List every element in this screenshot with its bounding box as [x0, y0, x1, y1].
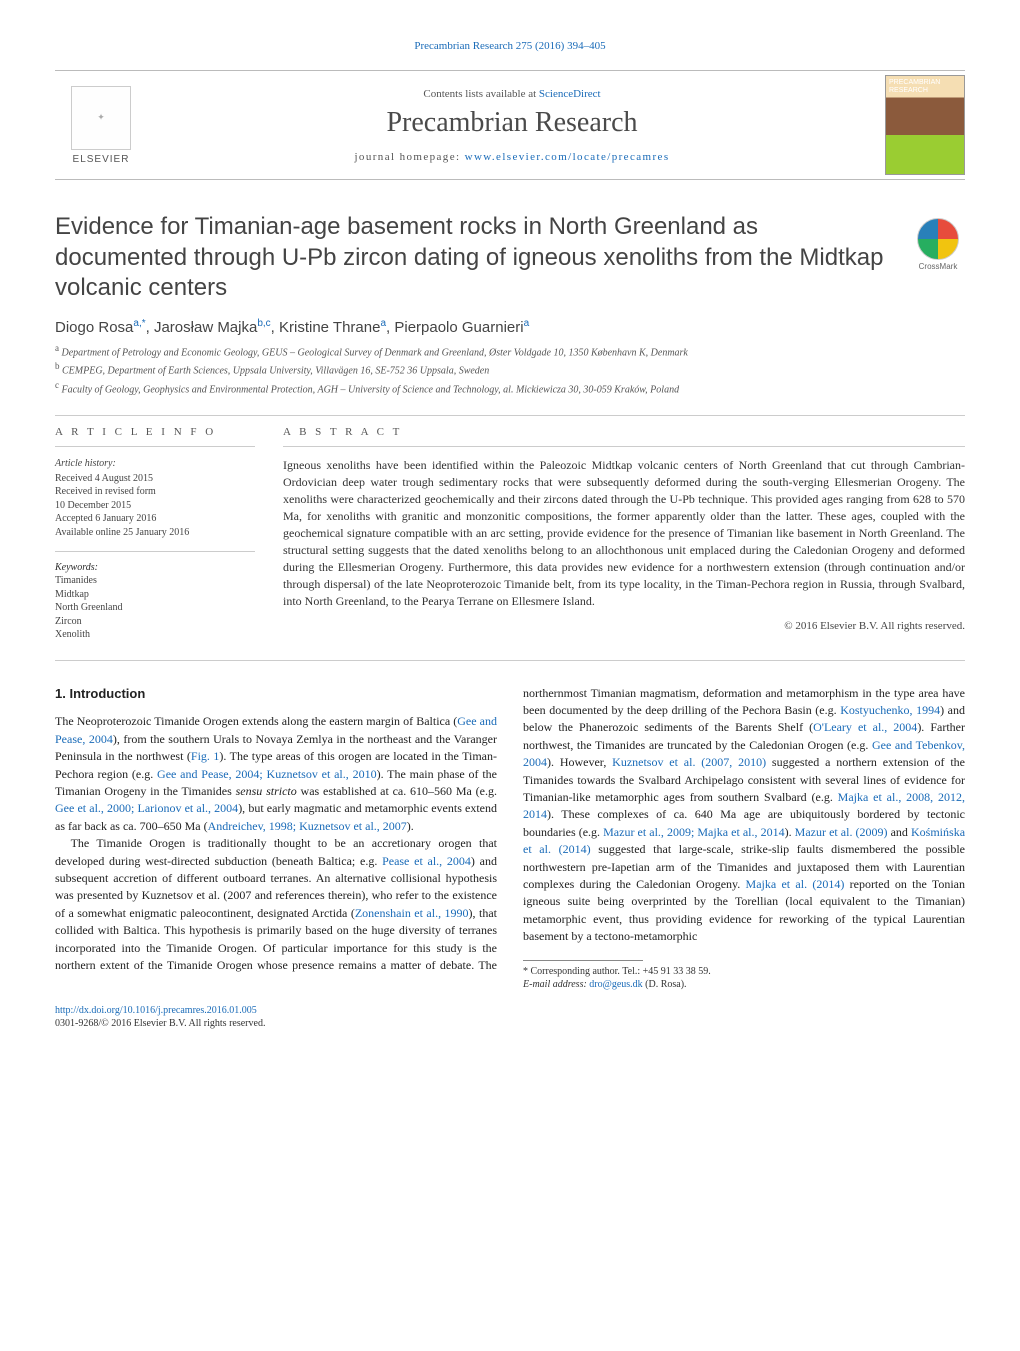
abstract-copyright: © 2016 Elsevier B.V. All rights reserved… [283, 620, 965, 632]
crossmark-badge[interactable]: CrossMark [911, 218, 965, 271]
header-center: Contents lists available at ScienceDirec… [147, 71, 877, 179]
article-info-column: A R T I C L E I N F O Article history: R… [55, 426, 255, 642]
email-label: E-mail address: [523, 979, 589, 990]
contents-prefix: Contents lists available at [423, 88, 538, 100]
history-line: Available online 25 January 2016 [55, 526, 255, 540]
authors-line: Diogo Rosaa,*, Jarosław Majkab,c, Kristi… [55, 318, 965, 336]
elsevier-tree-icon: ✦ [71, 86, 131, 150]
issn-copyright-line: 0301-9268/© 2016 Elsevier B.V. All right… [55, 1018, 265, 1029]
abstract-text: Igneous xenoliths have been identified w… [283, 457, 965, 610]
doi-link[interactable]: http://dx.doi.org/10.1016/j.precamres.20… [55, 1005, 257, 1016]
corr-email-attr: (D. Rosa). [643, 979, 687, 990]
publisher-logo-block: ✦ ELSEVIER [55, 71, 147, 179]
body-two-column: 1. Introduction The Neoproterozoic Timan… [55, 685, 965, 992]
sciencedirect-link[interactable]: ScienceDirect [539, 88, 601, 100]
affiliation-line: a Department of Petrology and Economic G… [55, 342, 965, 360]
cover-label-bot: RESEARCH [889, 87, 928, 94]
keyword: Midtkap [55, 588, 255, 602]
cover-label-top: PRECAMBRIAN [889, 79, 940, 86]
keywords-list: TimanidesMidtkapNorth GreenlandZirconXen… [55, 574, 255, 642]
body-paragraph: The Neoproterozoic Timanide Orogen exten… [55, 713, 497, 835]
history-line: Received in revised form [55, 485, 255, 499]
affiliation-line: b CEMPEG, Department of Earth Sciences, … [55, 360, 965, 378]
history-line: Accepted 6 January 2016 [55, 512, 255, 526]
publisher-name: ELSEVIER [73, 154, 130, 165]
history-line: 10 December 2015 [55, 499, 255, 513]
article-head: CrossMark Evidence for Timanian-age base… [55, 212, 965, 304]
article-info-heading: A R T I C L E I N F O [55, 426, 255, 438]
journal-homepage-link[interactable]: www.elsevier.com/locate/precamres [465, 151, 670, 163]
corr-tel: * Corresponding author. Tel.: +45 91 33 … [523, 965, 965, 979]
keywords-label: Keywords: [55, 562, 255, 573]
history-line: Received 4 August 2015 [55, 472, 255, 486]
abstract-column: A B S T R A C T Igneous xenoliths have b… [283, 426, 965, 642]
article-title: Evidence for Timanian-age basement rocks… [55, 212, 895, 304]
keyword: Timanides [55, 574, 255, 588]
history-label: Article history: [55, 457, 255, 471]
keyword: North Greenland [55, 601, 255, 615]
journal-cover-thumb: PRECAMBRIAN RESEARCH [885, 75, 965, 175]
footnote-rule [523, 960, 643, 961]
keyword: Xenolith [55, 628, 255, 642]
keyword: Zircon [55, 615, 255, 629]
affiliations: a Department of Petrology and Economic G… [55, 342, 965, 397]
rule-abs [283, 446, 965, 447]
info-abstract-row: A R T I C L E I N F O Article history: R… [55, 426, 965, 642]
journal-homepage-line: journal homepage: www.elsevier.com/locat… [147, 151, 877, 163]
journal-header-band: ✦ ELSEVIER Contents lists available at S… [55, 70, 965, 180]
rule-info-1 [55, 446, 255, 447]
section-1-heading: 1. Introduction [55, 685, 497, 704]
homepage-prefix: journal homepage: [354, 151, 464, 163]
rule-above-info [55, 415, 965, 416]
doi-block: http://dx.doi.org/10.1016/j.precamres.20… [55, 1004, 965, 1030]
affiliation-line: c Faculty of Geology, Geophysics and Env… [55, 379, 965, 397]
corr-email-link[interactable]: dro@geus.dk [589, 979, 642, 990]
rule-below-abstract [55, 660, 965, 661]
article-history-block: Article history: Received 4 August 2015R… [55, 457, 255, 539]
crossmark-label: CrossMark [911, 262, 965, 271]
running-head: Precambrian Research 275 (2016) 394–405 [55, 40, 965, 52]
rule-info-2 [55, 551, 255, 552]
abstract-heading: A B S T R A C T [283, 426, 965, 438]
contents-lists-line: Contents lists available at ScienceDirec… [147, 88, 877, 100]
journal-name: Precambrian Research [147, 107, 877, 139]
corresponding-author-footnote: * Corresponding author. Tel.: +45 91 33 … [523, 965, 965, 992]
crossmark-icon [917, 218, 959, 260]
